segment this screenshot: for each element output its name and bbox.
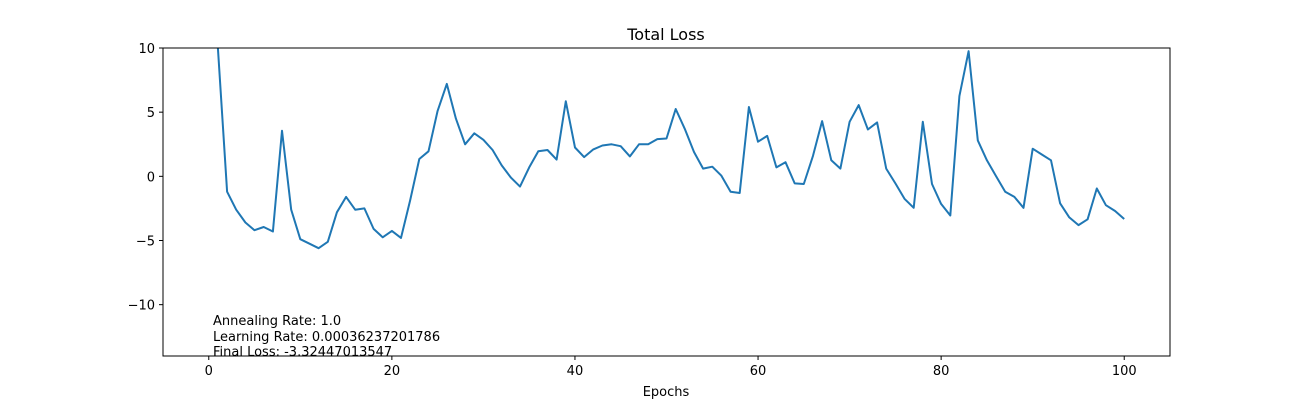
- y-tick-label: −10: [128, 299, 155, 314]
- y-axis-ticks: 10 5 0 −5 −10: [128, 42, 163, 314]
- x-tick-label: 60: [750, 364, 767, 379]
- plot-frame: [162, 47, 1171, 357]
- x-axis-label: Epochs: [643, 385, 690, 400]
- chart-title: Total Loss: [626, 25, 705, 44]
- x-tick-label: 100: [1112, 364, 1137, 379]
- y-tick-label: −5: [136, 235, 155, 250]
- annotation-final-loss: Final Loss: -3.32447013547: [213, 345, 392, 360]
- x-tick-label: 40: [567, 364, 584, 379]
- x-axis-ticks: 0 20 40 60 80 100: [205, 356, 1137, 379]
- x-tick-label: 0: [205, 364, 213, 379]
- y-tick-label: 10: [138, 42, 155, 57]
- annotation-annealing-rate: Annealing Rate: 1.0: [213, 314, 341, 329]
- x-tick-label: 20: [384, 364, 401, 379]
- total-loss-line: [216, 48, 1125, 250]
- y-tick-label: 0: [147, 170, 155, 185]
- x-tick-label: 80: [933, 364, 950, 379]
- annotation-learning-rate: Learning Rate: 0.00036237201786: [213, 330, 440, 345]
- y-tick-label: 5: [147, 106, 155, 121]
